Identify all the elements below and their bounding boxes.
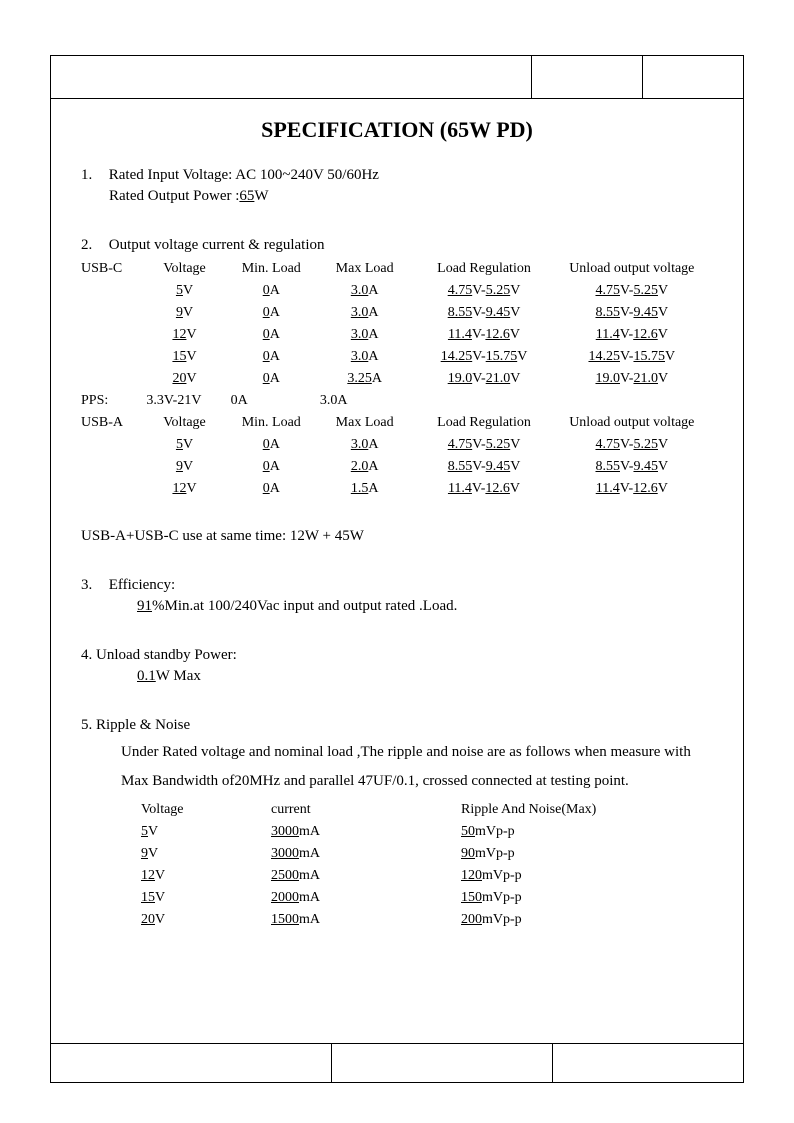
rn-hdr-v: Voltage — [81, 799, 271, 821]
hdr-voltage: Voltage — [146, 258, 230, 280]
table-row: 9V3000mA90mVp-p — [81, 843, 681, 865]
s4-body: 0.1W Max — [81, 668, 713, 685]
page-title: SPECIFICATION (65W PD) — [81, 117, 713, 143]
table-row: 15V2000mA150mVp-p — [81, 887, 681, 909]
s5-num: 5. — [81, 717, 92, 733]
pps-min: 0A — [231, 390, 320, 412]
s1-output-suffix: W — [254, 188, 268, 204]
pps-label: PPS: — [81, 390, 146, 412]
table-row: 15V0A3.0A14.25V-15.75V14.25V-15.75V — [81, 346, 713, 368]
table-row: 5V3000mA50mVp-p — [81, 821, 681, 843]
s4-heading: Unload standby Power: — [96, 647, 237, 663]
document-content: SPECIFICATION (65W PD) 1. Rated Input Vo… — [51, 99, 743, 1043]
s1-line2: Rated Output Power :65W — [81, 188, 713, 205]
table-row: 5V0A3.0A4.75V-5.25V4.75V-5.25V — [81, 434, 713, 456]
s1-output-label: Rated Output Power : — [109, 188, 239, 204]
s2-num: 2. — [81, 237, 105, 254]
s5-title: 5. Ripple & Noise — [81, 717, 713, 734]
s4-value: 0.1 — [137, 668, 156, 684]
s3-suffix: %Min.at 100/240Vac input and output rate… — [152, 598, 457, 614]
s4-num: 4. — [81, 647, 92, 663]
s3-title: 3. Efficiency: — [81, 577, 713, 594]
s2-heading: Output voltage current & regulation — [109, 237, 325, 253]
s4-title: 4. Unload standby Power: — [81, 647, 713, 664]
table-row: 20V1500mA200mVp-p — [81, 909, 681, 931]
s1-input-voltage: Rated Input Voltage: AC 100~240V 50/60Hz — [109, 167, 379, 183]
table-row: 9V0A2.0A8.55V-9.45V8.55V-9.45V — [81, 456, 713, 478]
table-row: 12V0A1.5A11.4V-12.6V11.4V-12.6V — [81, 478, 713, 500]
usb-a-header-row: USB-A Voltage Min. Load Max Load Load Re… — [81, 412, 713, 434]
table-row: 5V0A3.0A4.75V-5.25V4.75V-5.25V — [81, 280, 713, 302]
table-row: 20V0A3.25A19.0V-21.0V19.0V-21.0V — [81, 368, 713, 390]
combo-note: USB-A+USB-C use at same time: 12W + 45W — [81, 528, 713, 545]
rn-hdr-c: current — [271, 799, 461, 821]
rn-header-row: Voltage current Ripple And Noise(Max) — [81, 799, 681, 821]
pps-row: PPS: 3.3V-21V 0A 3.0A — [81, 390, 713, 412]
s1-line1: 1. Rated Input Voltage: AC 100~240V 50/6… — [81, 167, 713, 184]
s1-output-value: 65 — [239, 188, 254, 204]
hdr-min: Min. Load — [231, 258, 320, 280]
table-row: 9V0A3.0A8.55V-9.45V8.55V-9.45V — [81, 302, 713, 324]
s2-title: 2. Output voltage current & regulation — [81, 237, 713, 254]
header-row — [51, 56, 743, 99]
pps-max: 3.0A — [320, 390, 418, 412]
s1-num: 1. — [81, 167, 105, 184]
s5-heading: Ripple & Noise — [96, 717, 190, 733]
hdr-reg: Load Regulation — [417, 258, 558, 280]
usb-c-table: USB-C Voltage Min. Load Max Load Load Re… — [81, 258, 713, 500]
s3-heading: Efficiency: — [109, 577, 175, 593]
s3-value: 91 — [137, 598, 152, 614]
ripple-noise-table: Voltage current Ripple And Noise(Max) 5V… — [81, 799, 681, 931]
s5-desc: Under Rated voltage and nominal load ,Th… — [81, 738, 713, 795]
hdr-port-c: USB-C — [81, 258, 146, 280]
footer-row — [51, 1043, 743, 1082]
usb-c-header-row: USB-C Voltage Min. Load Max Load Load Re… — [81, 258, 713, 280]
hdr-port-a: USB-A — [81, 412, 146, 434]
s3-num: 3. — [81, 577, 105, 594]
s4-suffix: W Max — [156, 668, 201, 684]
pps-v: 3.3V-21V — [146, 390, 230, 412]
table-row: 12V0A3.0A11.4V-12.6V11.4V-12.6V — [81, 324, 713, 346]
hdr-max: Max Load — [320, 258, 418, 280]
rn-hdr-r: Ripple And Noise(Max) — [461, 799, 681, 821]
hdr-unl: Unload output voltage — [559, 258, 713, 280]
table-row: 12V2500mA120mVp-p — [81, 865, 681, 887]
s3-body: 91%Min.at 100/240Vac input and output ra… — [81, 598, 713, 615]
